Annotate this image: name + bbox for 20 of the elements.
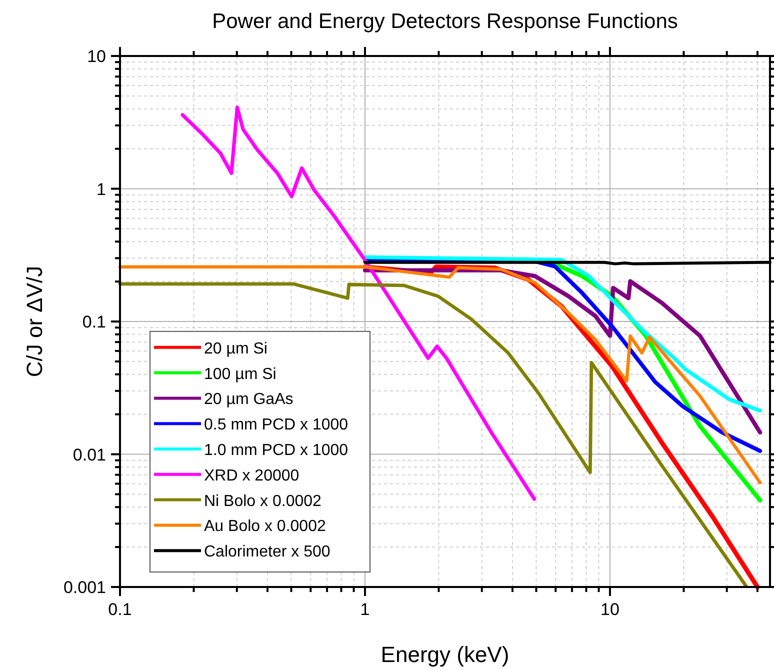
legend-label: XRD x 20000 [204,467,300,484]
y-tick-label: 0.001 [63,578,106,597]
y-tick-label: 1 [96,180,106,199]
y-tick-label: 0.01 [72,445,106,464]
y-axis-title: C/J or ΔV/J [22,266,47,378]
y-tick-label: 0.1 [82,312,106,332]
legend-label: 20 µm GaAs [204,391,294,408]
legend-label: 1.0 mm PCD x 1000 [204,442,348,459]
legend-label: Calorimeter x 500 [204,544,330,561]
x-tick-label: 0.1 [108,600,132,619]
legend-label: 20 µm Si [204,340,268,358]
x-tick-label: 1 [360,600,370,619]
legend-label: Au Bolo x 0.0002 [204,518,326,536]
chart-title: Power and Energy Detectors Response Functions [212,10,678,33]
legend-label: 100 µm Si [204,366,276,383]
x-axis-title: Energy (keV) [380,642,510,667]
legend-label: Ni Bolo x 0.0002 [204,492,322,510]
legend-label: 0.5 mm PCD x 1000 [204,416,348,434]
x-tick-label: 10 [600,600,620,619]
y-tick-label: 10 [87,47,106,66]
